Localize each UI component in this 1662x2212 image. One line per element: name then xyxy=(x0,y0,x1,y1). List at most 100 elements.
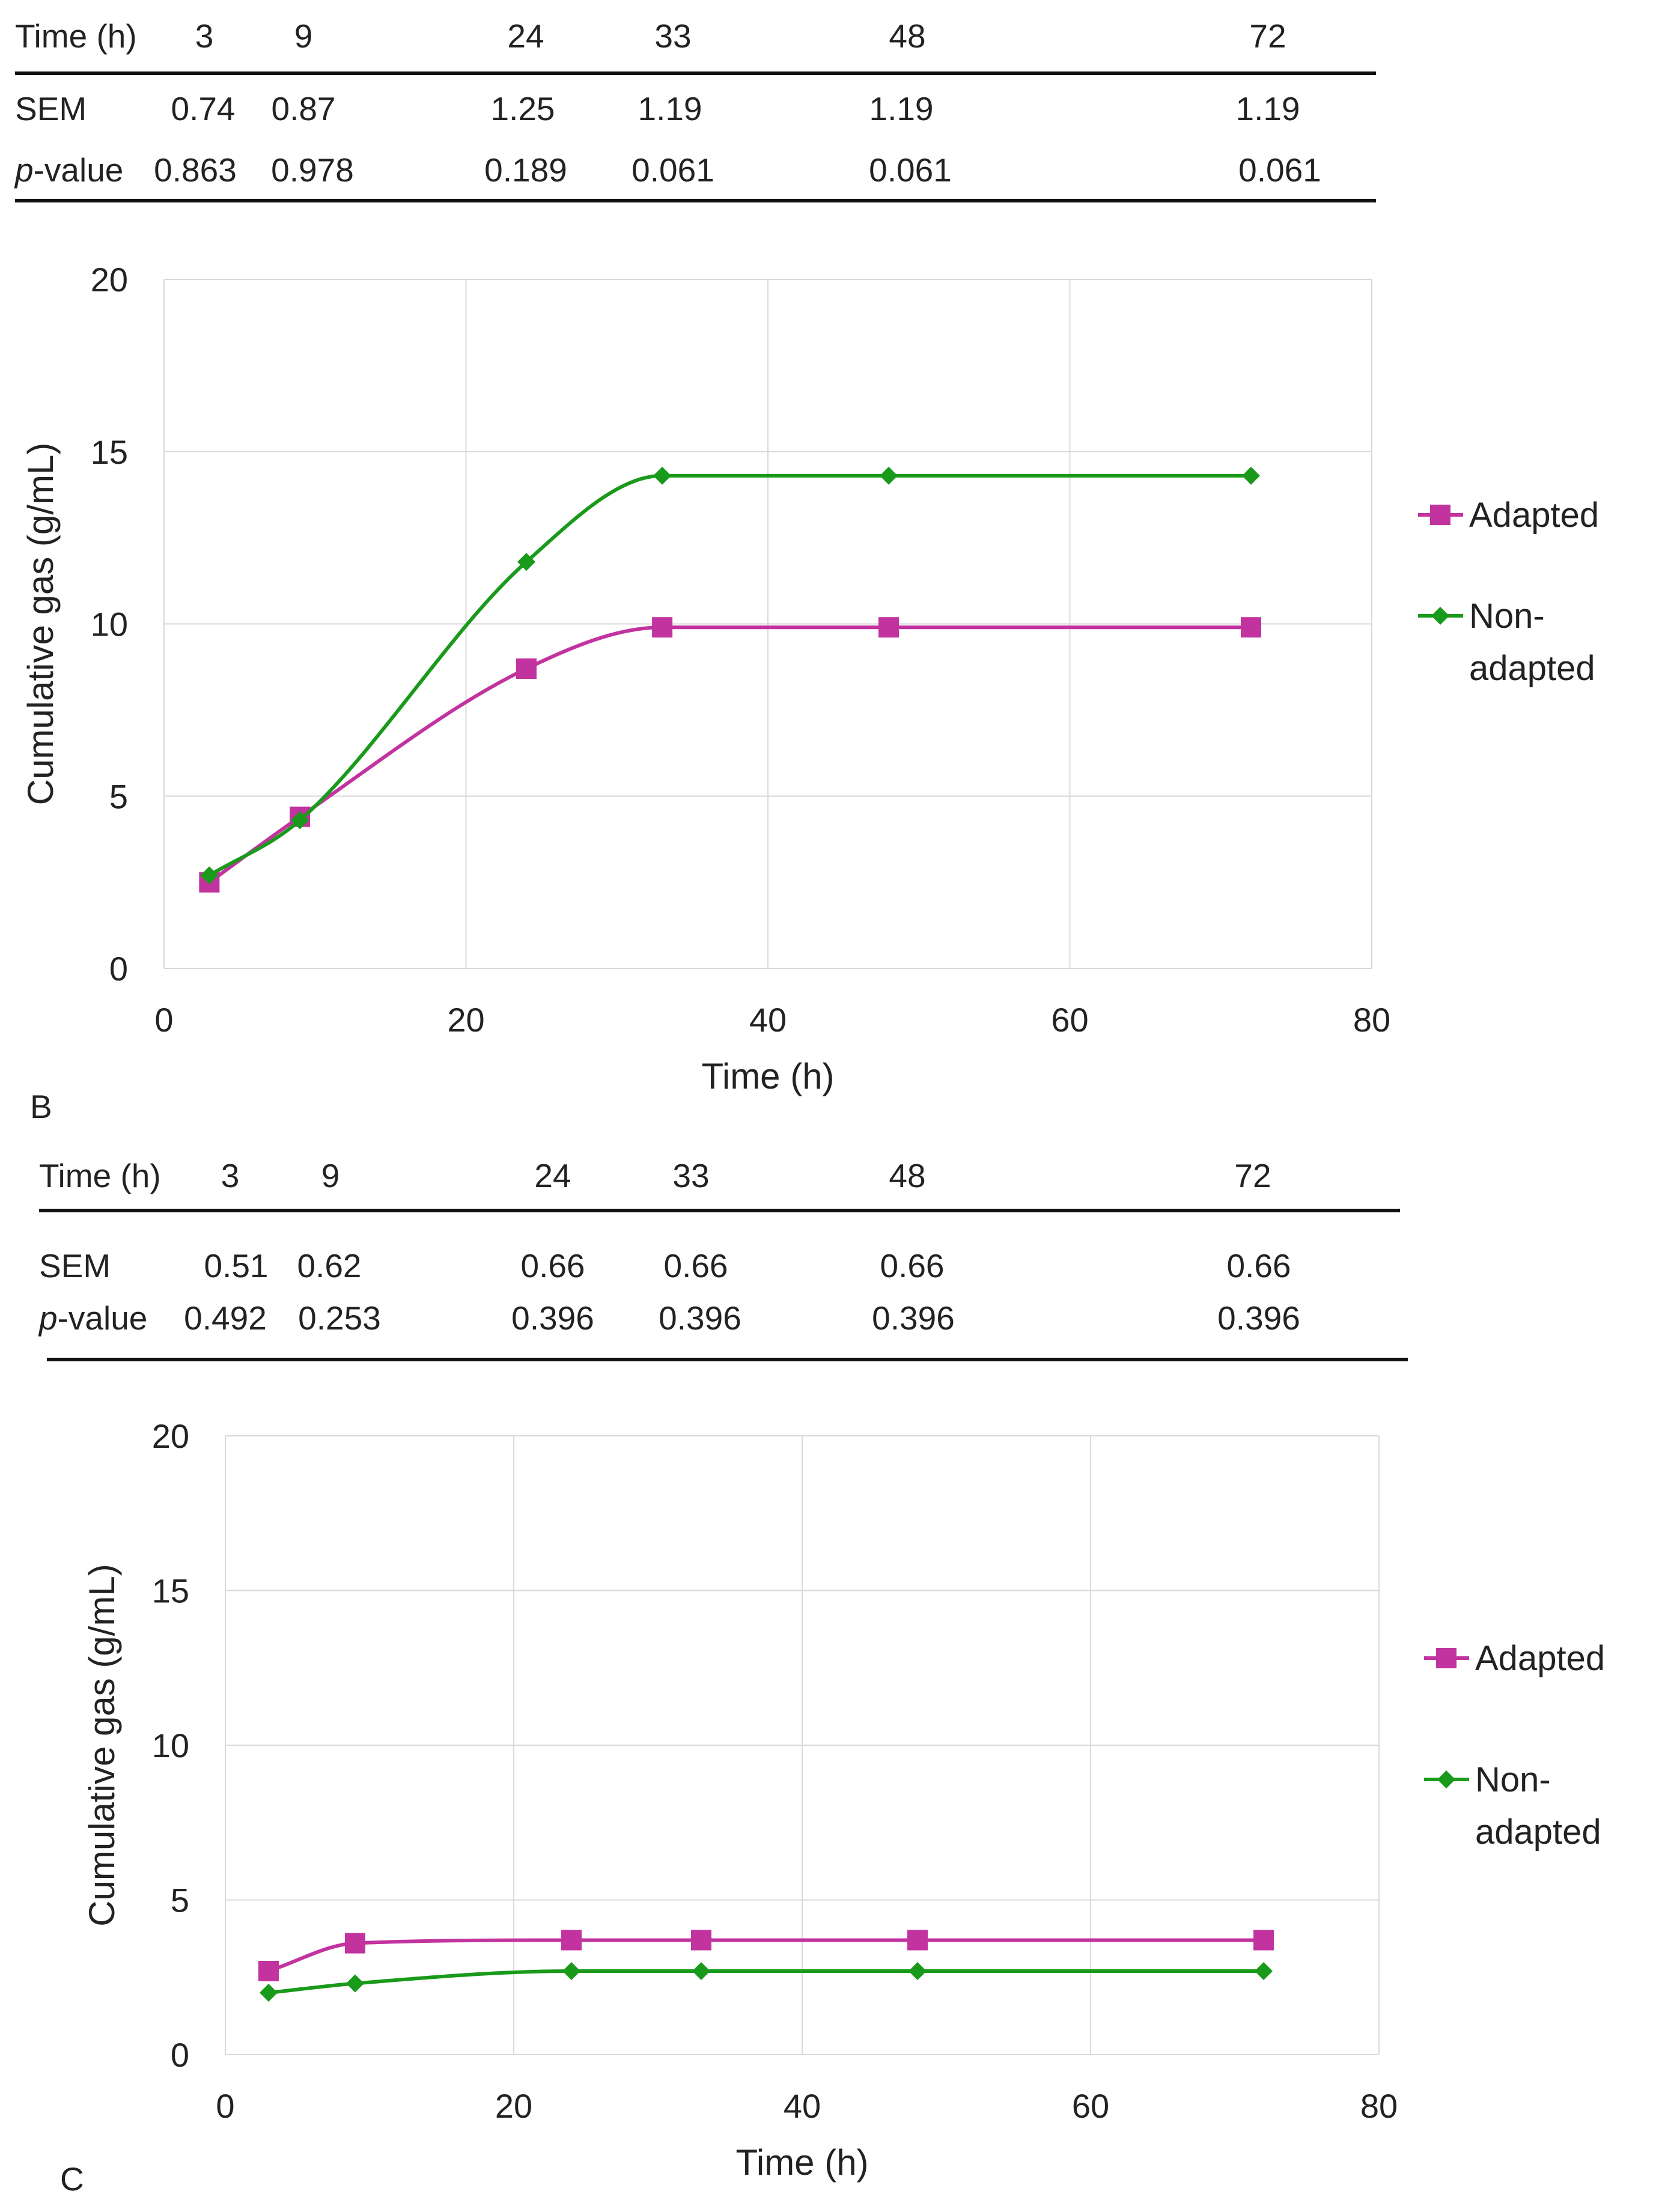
y-tick-label: 15 xyxy=(152,1572,189,1610)
table-pvalue-cell: 0.396 xyxy=(511,1299,594,1337)
table-sem-cell: 0.87 xyxy=(271,90,336,127)
x-tick-label: 20 xyxy=(447,1001,484,1039)
table-sem-cell: 0.62 xyxy=(297,1247,362,1284)
table-rule xyxy=(15,199,1376,202)
table-sem-cell: 0.66 xyxy=(1226,1247,1291,1284)
table-time-cell: 3 xyxy=(221,1157,240,1194)
table-time-cell: 24 xyxy=(534,1157,571,1194)
y-tick-label: 0 xyxy=(171,2036,189,2074)
legend-marker-non-adapted xyxy=(1431,607,1449,625)
data-point-non-adapted xyxy=(880,466,898,485)
chart-top: 0 5 10 15 20 0 20 40 60 80 Time (h) Cumulative gas … xyxy=(20,261,1599,1096)
table-pvalue-cell: 0.061 xyxy=(632,151,714,189)
data-point-non-adapted xyxy=(517,553,535,571)
table-sem-cell: 0.66 xyxy=(520,1247,585,1284)
table-sem-cell: 1.25 xyxy=(490,90,555,127)
data-point-adapted xyxy=(516,658,537,679)
table-header-time-label: Time (h) xyxy=(15,17,137,55)
table-time-cell: 72 xyxy=(1234,1157,1271,1194)
x-tick-label: 0 xyxy=(154,1001,173,1039)
x-tick-label: 0 xyxy=(216,2087,234,2125)
table-time-cell: 33 xyxy=(672,1157,710,1194)
data-point-non-adapted xyxy=(1242,466,1260,485)
table-header-time-label: Time (h) xyxy=(39,1157,161,1194)
table-sem-cell: 0.66 xyxy=(880,1247,945,1284)
x-tick-label: 60 xyxy=(1072,2087,1109,2125)
series-line-non-adapted xyxy=(207,473,1253,878)
table-sem-label: SEM xyxy=(15,90,87,127)
data-point-adapted xyxy=(258,1960,279,1981)
table-pvalue-cell: 0.492 xyxy=(184,1299,267,1337)
table-pvalue-cell: 0.863 xyxy=(154,151,237,189)
table-sem-cell: 0.51 xyxy=(204,1247,269,1284)
data-point-non-adapted xyxy=(653,466,672,485)
data-point-adapted xyxy=(1241,617,1261,638)
data-point-adapted xyxy=(878,617,899,638)
data-point-adapted xyxy=(345,1933,365,1954)
data-point-non-adapted xyxy=(909,1961,927,1980)
legend-label-adapted: Adapted xyxy=(1475,1639,1605,1678)
series-line-adapted xyxy=(267,1938,1265,1973)
y-tick-label: 0 xyxy=(109,950,128,988)
y-tick-label: 10 xyxy=(152,1727,189,1764)
table-pvalue-label: p-value xyxy=(15,154,123,187)
table-sem-cell: 1.19 xyxy=(638,90,702,127)
legend-label-adapted: Adapted xyxy=(1469,496,1599,535)
legend-marker-adapted xyxy=(1430,505,1450,525)
x-tick-label: 80 xyxy=(1353,1001,1390,1039)
data-point-non-adapted xyxy=(1255,1961,1273,1980)
x-tick-label: 80 xyxy=(1360,2087,1398,2125)
data-point-non-adapted xyxy=(260,1984,278,2002)
legend-label-non-adapted: Non- xyxy=(1469,597,1545,636)
table-pvalue-cell: 0.189 xyxy=(484,151,567,189)
table-sem-cell: 0.66 xyxy=(663,1247,728,1284)
table-sem-cell: 0.74 xyxy=(171,90,236,127)
table-pvalue-cell: 0.396 xyxy=(1217,1299,1300,1337)
data-point-adapted xyxy=(652,617,673,638)
x-tick-label: 40 xyxy=(784,2087,821,2125)
data-point-non-adapted xyxy=(291,811,309,830)
data-point-non-adapted xyxy=(200,866,219,885)
table-pvalue-cell: 0.061 xyxy=(1238,151,1321,189)
table-time-cell: 9 xyxy=(321,1157,340,1194)
y-tick-label: 20 xyxy=(91,261,128,299)
data-point-non-adapted xyxy=(692,1961,710,1980)
data-point-non-adapted xyxy=(346,1974,364,1993)
table-time-cell: 72 xyxy=(1249,17,1286,55)
table-time-cell: 9 xyxy=(294,17,313,55)
table-rule xyxy=(39,1209,1400,1212)
table-rule xyxy=(47,1358,1408,1361)
legend-label-non-adapted: adapted xyxy=(1475,1812,1601,1852)
data-point-adapted xyxy=(907,1930,928,1951)
y-tick-label: 5 xyxy=(171,1882,189,1919)
legend-marker-adapted xyxy=(1436,1648,1457,1668)
x-tick-label: 20 xyxy=(495,2087,532,2125)
table-pvalue-cell: 0.396 xyxy=(872,1299,955,1337)
table-sem-cell: 1.19 xyxy=(1235,90,1300,127)
table-pvalue-cell: 0.253 xyxy=(298,1299,381,1337)
table-sem-label: SEM xyxy=(39,1247,111,1284)
table-time-cell: 3 xyxy=(195,17,214,55)
table-time-cell: 48 xyxy=(889,17,926,55)
legend-label-non-adapted: adapted xyxy=(1469,649,1595,688)
y-tick-label: 15 xyxy=(91,433,128,471)
table-sem-cell: 1.19 xyxy=(869,90,934,127)
x-tick-label: 60 xyxy=(1051,1001,1088,1039)
pvalue-italic-p: p xyxy=(39,1299,58,1337)
table-time-cell: 48 xyxy=(889,1157,926,1194)
table-time-cell: 33 xyxy=(654,17,692,55)
x-axis-title: Time (h) xyxy=(701,1056,834,1096)
pvalue-label-rest: -value xyxy=(57,1299,148,1337)
y-axis-title: Cumulative gas (g/mL) xyxy=(82,1564,122,1927)
y-tick-label: 5 xyxy=(109,777,128,815)
table-pvalue-cell: 0.396 xyxy=(659,1299,741,1337)
data-point-non-adapted xyxy=(562,1961,580,1980)
table-rule xyxy=(15,71,1376,75)
data-point-adapted xyxy=(691,1930,711,1951)
panel-label-b: B xyxy=(30,1088,52,1125)
legend-marker-non-adapted xyxy=(1437,1770,1455,1788)
data-point-adapted xyxy=(561,1930,582,1951)
pvalue-italic-p: p xyxy=(15,151,34,189)
x-axis-title: Time (h) xyxy=(735,2142,868,2183)
